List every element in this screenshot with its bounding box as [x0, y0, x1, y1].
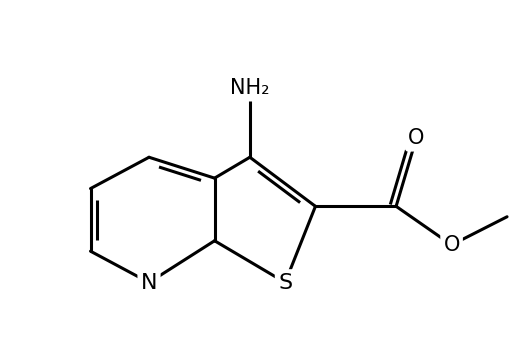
Text: N: N [141, 273, 157, 293]
Text: S: S [278, 273, 292, 293]
Text: O: O [408, 128, 425, 148]
Text: NH₂: NH₂ [230, 78, 270, 98]
Text: O: O [444, 235, 460, 255]
